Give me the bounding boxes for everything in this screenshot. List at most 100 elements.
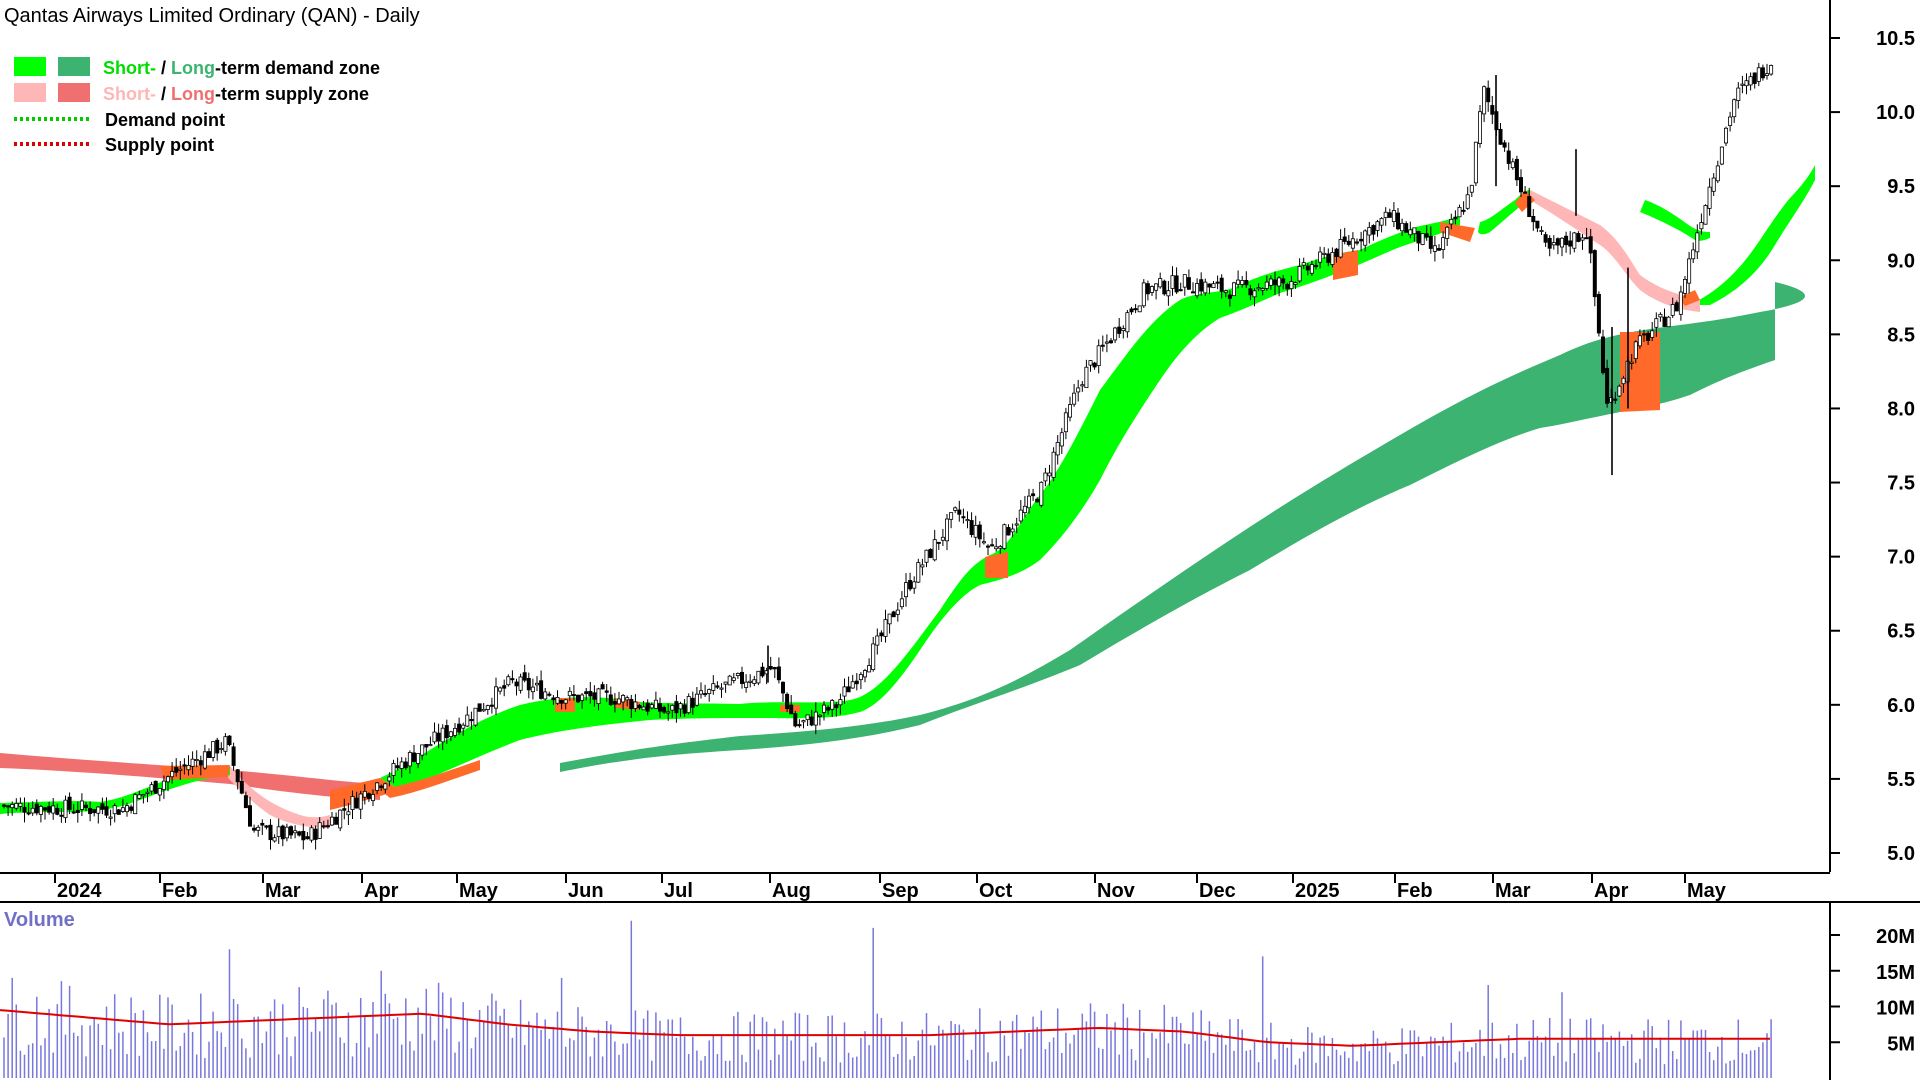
candle-body: [1043, 472, 1048, 482]
zones-layer: [0, 165, 1815, 828]
candle-body: [1092, 362, 1097, 368]
chart-title: Qantas Airways Limited Ordinary (QAN) - …: [4, 5, 420, 27]
price-tick-label: 5.0: [1887, 843, 1915, 865]
candle-body: [879, 632, 884, 637]
candle-body: [1699, 222, 1704, 230]
candle-body: [1568, 240, 1573, 247]
candle-body: [1748, 76, 1753, 86]
candle-body: [1703, 205, 1708, 225]
candle-body: [1547, 237, 1552, 249]
candle-body: [756, 670, 761, 684]
candle-body: [63, 799, 68, 819]
candle-body: [571, 694, 576, 697]
candle-body: [1252, 290, 1257, 298]
candle-body: [239, 780, 244, 794]
candle-body: [1482, 86, 1487, 115]
candle-body: [1428, 235, 1433, 249]
candle-body: [358, 793, 363, 810]
candle-body: [1621, 377, 1626, 385]
candle-body: [342, 808, 347, 811]
price-tick-label: 7.5: [1887, 473, 1915, 495]
candle-body: [1449, 218, 1454, 225]
candle-body: [539, 680, 544, 699]
candle-body: [1613, 398, 1618, 401]
candle-body: [805, 714, 810, 721]
candle-body: [1596, 293, 1601, 334]
candle-body: [920, 564, 925, 568]
candle-body: [1707, 186, 1712, 209]
candle-body: [1654, 318, 1659, 328]
candle-body: [563, 699, 568, 704]
candle-body: [1711, 177, 1716, 192]
candle-body: [161, 780, 166, 790]
candle-body: [530, 686, 535, 693]
candle-body: [1014, 523, 1019, 526]
candle-body: [268, 824, 273, 841]
candle-body: [1264, 281, 1269, 289]
candle-body: [321, 825, 326, 828]
candle-body: [1412, 227, 1417, 235]
candle-body: [1182, 274, 1187, 288]
candle-body: [1072, 392, 1077, 405]
candle-body: [653, 699, 658, 709]
candle-body: [1371, 225, 1376, 235]
candle-body: [965, 519, 970, 522]
candle-body: [887, 613, 892, 625]
candle-body: [1301, 262, 1306, 266]
candle-body: [30, 807, 35, 814]
candle-body: [711, 683, 716, 691]
candle-body: [674, 701, 679, 714]
candle-body: [953, 507, 958, 511]
candle-body: [945, 518, 950, 542]
candle-body: [133, 794, 138, 815]
candle-body: [1457, 206, 1462, 218]
candle-body: [535, 682, 540, 686]
candle-body: [206, 751, 211, 758]
candle-body: [498, 687, 503, 692]
price-tick-label: 6.0: [1887, 695, 1915, 717]
candle-body: [916, 562, 921, 583]
candle-body: [1158, 278, 1163, 288]
volume-bars: [3, 920, 1772, 1078]
candle-body: [1080, 384, 1085, 387]
candle-body: [1769, 65, 1774, 75]
candle-body: [186, 764, 191, 771]
candle-body: [555, 697, 560, 704]
candle-body: [809, 716, 814, 726]
candle-body: [621, 695, 626, 703]
candle-body: [1223, 290, 1228, 294]
candle-body: [1309, 264, 1314, 274]
candle-body: [969, 520, 974, 535]
candle-body: [1113, 327, 1118, 341]
candle-body: [1400, 222, 1405, 232]
candle-body: [252, 827, 257, 831]
price-tick-label: 5.5: [1887, 769, 1915, 791]
overlap-zone-apr-2025: [1620, 332, 1660, 412]
candle-body: [596, 688, 601, 705]
candle-body: [1666, 316, 1671, 328]
candle-body: [1543, 234, 1548, 243]
candle-body: [776, 666, 781, 681]
candle-body: [1203, 281, 1208, 294]
candle-body: [293, 830, 298, 834]
candle-body: [928, 548, 933, 558]
volume-tick-label: 20M: [1876, 926, 1915, 948]
candle-body: [1662, 316, 1667, 327]
candle-body: [473, 707, 478, 726]
candle-body: [424, 744, 429, 748]
candle-body: [1592, 250, 1597, 298]
candle-body: [1555, 238, 1560, 246]
candle-body: [1650, 330, 1655, 338]
candle-body: [891, 611, 896, 618]
candle-body: [1055, 442, 1060, 456]
candle-body: [744, 681, 749, 688]
price-tick-label: 9.0: [1887, 250, 1915, 272]
legend-supply-long: Long: [171, 84, 215, 104]
candle-body: [1084, 366, 1089, 389]
legend-demand-sep: /: [156, 58, 171, 78]
candle-body: [567, 690, 572, 697]
candle-body: [785, 693, 790, 710]
candle-body: [1674, 302, 1679, 312]
candle-body: [493, 686, 498, 709]
candle-body: [1322, 252, 1327, 255]
